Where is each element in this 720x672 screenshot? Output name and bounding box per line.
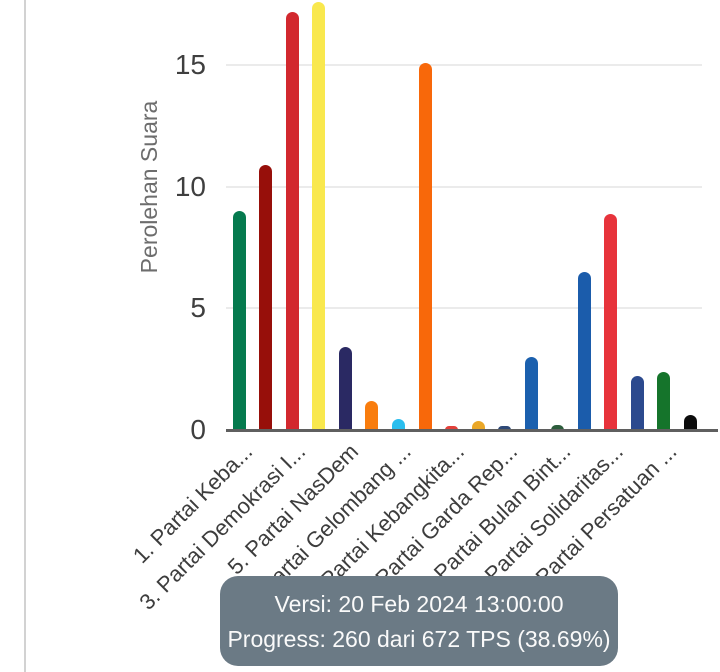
chart-bar-15[interactable]: [604, 214, 618, 430]
y-tick-label-15: 15: [174, 49, 206, 81]
left-edge-divider: [24, 0, 26, 672]
x-axis-baseline: [226, 429, 718, 432]
y-tick-label-5: 5: [190, 292, 206, 324]
chart-bar-12[interactable]: [524, 357, 538, 430]
tooltip-version-text: Versi: 20 Feb 2024 13:00:00: [274, 590, 564, 617]
chart-bar-18[interactable]: [683, 415, 697, 430]
chart-bar-14[interactable]: [577, 272, 591, 430]
y-tick-label-0: 0: [190, 414, 206, 445]
chart-bar-8[interactable]: [418, 63, 432, 430]
gridline-10: [226, 185, 702, 188]
chart-bar-5[interactable]: [338, 347, 352, 430]
progress-tooltip: Versi: 20 Feb 2024 13:00:00 Progress: 26…: [220, 576, 618, 666]
gridline-5: [226, 307, 702, 310]
gridline-15: [226, 64, 702, 67]
chart-bar-9[interactable]: [445, 426, 459, 430]
chart-bar-6[interactable]: [365, 401, 379, 430]
chart-bar-7[interactable]: [391, 419, 405, 430]
chart-bar-13[interactable]: [551, 425, 565, 430]
tooltip-progress-text: Progress: 260 dari 672 TPS (38.69%): [227, 625, 611, 652]
y-tick-label-10: 10: [174, 170, 206, 202]
chart-bar-4[interactable]: [312, 2, 326, 430]
chart-bar-2[interactable]: [259, 165, 273, 430]
chart-bar-10[interactable]: [471, 421, 485, 430]
chart-bar-11[interactable]: [498, 426, 512, 430]
chart-bar-3[interactable]: [285, 12, 299, 430]
chart-bar-17[interactable]: [657, 372, 671, 430]
chart-bar-16[interactable]: [630, 376, 644, 430]
chart-bar-1[interactable]: [232, 211, 246, 430]
